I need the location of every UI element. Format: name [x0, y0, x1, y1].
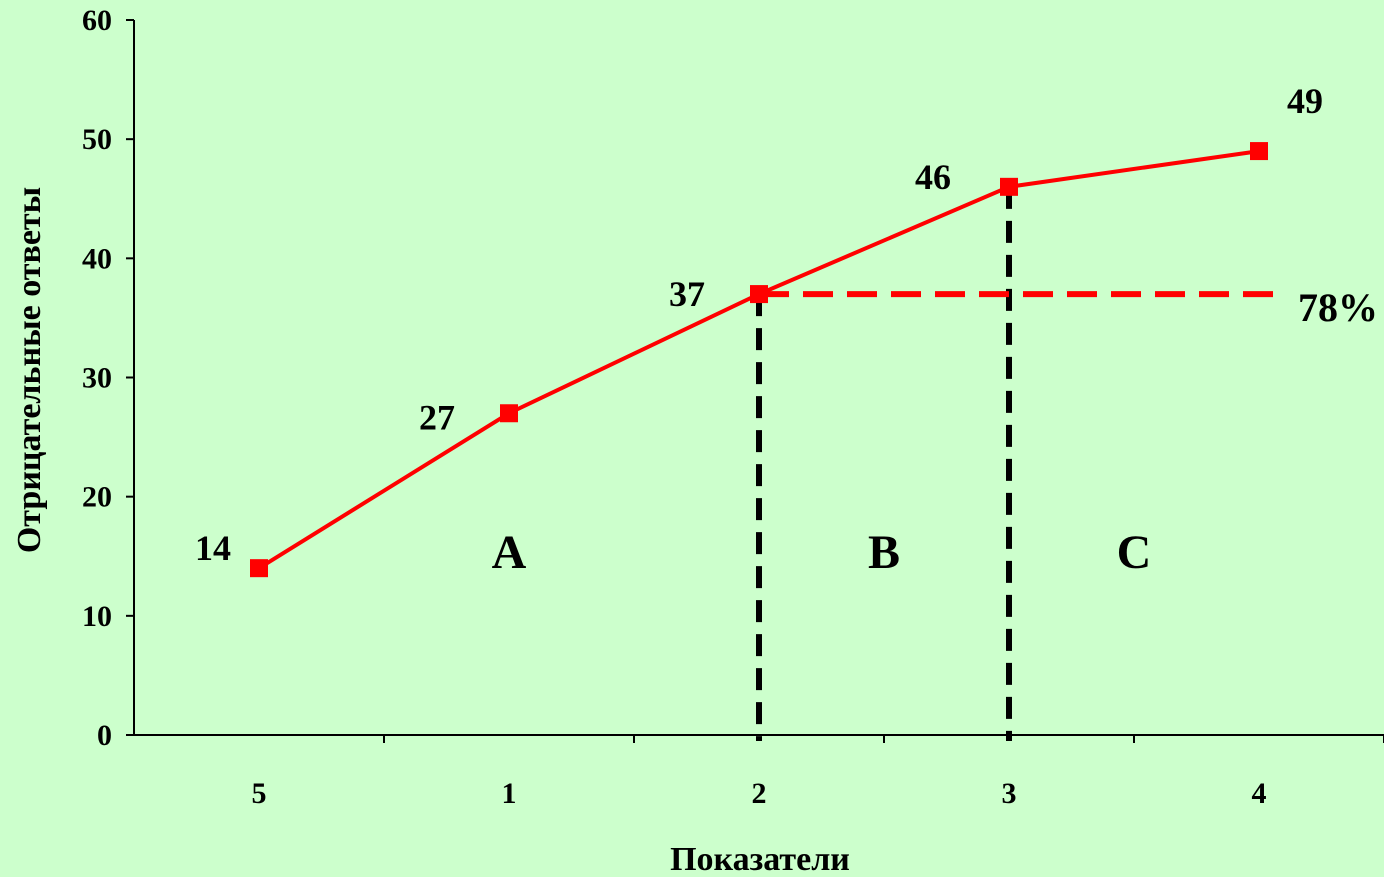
y-tick-label: 40: [82, 242, 112, 275]
data-label: 37: [669, 274, 705, 314]
x-tick-label: 4: [1252, 777, 1267, 810]
x-tick-label: 5: [252, 777, 267, 810]
x-tick-label: 1: [502, 777, 517, 810]
x-ticks: 5 1 2 3 4: [252, 735, 1384, 810]
y-tick-label: 20: [82, 481, 112, 514]
data-point: [250, 559, 268, 578]
zone-label: C: [1117, 526, 1152, 579]
data-point: [750, 285, 768, 304]
reference-lines: 78%: [756, 186, 1378, 741]
y-tick-label: 10: [82, 600, 112, 633]
zone-labels: A B C: [492, 526, 1152, 579]
y-tick-label: 50: [82, 123, 112, 156]
data-point: [1000, 177, 1018, 196]
y-tick-label: 60: [82, 4, 112, 37]
data-label: 46: [915, 157, 951, 197]
series: [250, 142, 1268, 578]
x-tick-label: 2: [752, 777, 767, 810]
data-point: [500, 404, 518, 423]
y-tick-label: 30: [82, 362, 112, 395]
y-tick-label: 0: [97, 719, 112, 752]
y-ticks: 0 10 20 30 40 50 60: [82, 4, 134, 752]
data-labels: 14 27 37 46 49: [195, 81, 1323, 568]
x-axis-title: Показатели: [670, 841, 850, 877]
zone-label: A: [492, 526, 527, 579]
x-tick-label: 3: [1002, 777, 1017, 810]
data-label: 27: [419, 397, 455, 437]
reference-line-label: 78%: [1298, 285, 1378, 330]
data-point: [1250, 142, 1268, 161]
data-label: 14: [195, 528, 231, 568]
y-axis-title: Отрицательные ответы: [11, 187, 48, 553]
zone-label: B: [868, 526, 900, 579]
data-label: 49: [1287, 81, 1323, 121]
